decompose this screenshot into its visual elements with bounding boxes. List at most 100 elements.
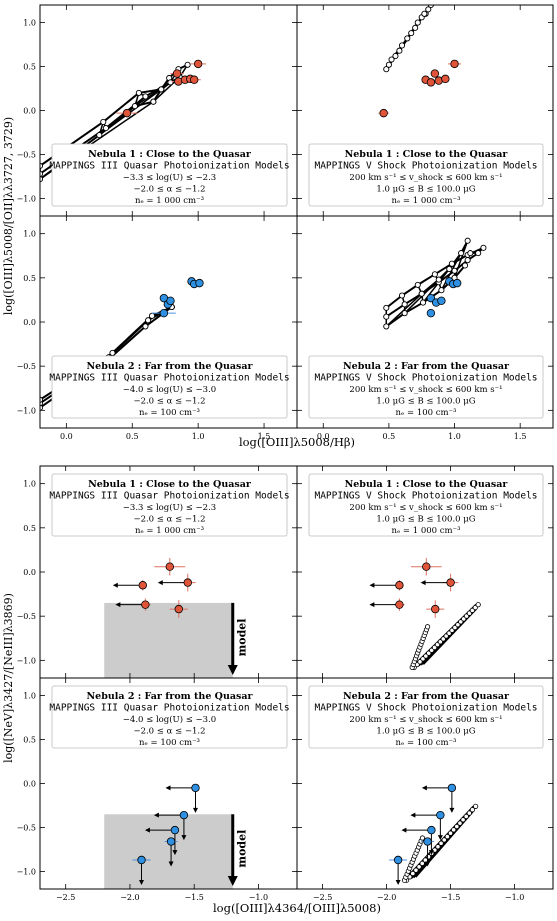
x-tick-label: −2.5 <box>56 893 75 902</box>
model-grid-node <box>135 89 142 96</box>
data-point <box>436 810 445 820</box>
model-grid-node <box>142 323 149 330</box>
legend-line-2: −4.0 ≤ log(U) ≤ −3.0 <box>123 384 216 395</box>
data-point <box>159 308 169 318</box>
model-arrow-head <box>227 876 238 886</box>
data-point <box>393 855 403 865</box>
legend-line-0: Nebula 1 : Close to the Quasar <box>345 149 509 160</box>
limit-arrow-down-head <box>181 835 187 841</box>
model-grid-link <box>440 252 462 291</box>
legend-line-1: MAPPINGS III Quasar Photoionization Mode… <box>49 161 289 172</box>
legend-line-2: 200 km s⁻¹ ≤ v_shock ≤ 600 km s⁻¹ <box>349 715 502 725</box>
panel-plot-area <box>369 557 481 671</box>
model-grid-node <box>408 30 415 37</box>
legend-box <box>51 355 288 419</box>
x-tick-label: −2.0 <box>120 893 139 902</box>
legend-line-3: −2.0 ≤ α ≤ −1.2 <box>133 515 205 525</box>
x-tick-label: 1.0 <box>192 432 205 441</box>
legend-line-2: −3.3 ≤ log(U) ≤ −2.3 <box>123 172 216 183</box>
data-point <box>395 600 404 609</box>
legend-line-4: nₑ = 1 000 cm⁻³ <box>391 526 460 536</box>
data-point <box>141 600 150 609</box>
x-tick-label: −2.5 <box>313 893 332 902</box>
model-grid-node <box>392 52 399 60</box>
model-grid-node <box>475 250 482 257</box>
limit-arrow-left-head <box>421 785 427 791</box>
model-grid-node <box>96 132 103 139</box>
limit-arrow-down-head <box>449 807 455 813</box>
model-spur-node <box>419 835 426 841</box>
model-band-node <box>469 807 476 813</box>
limit-arrow-down-head <box>172 850 178 856</box>
model-band-node <box>410 870 416 877</box>
model-grid-node <box>446 265 453 273</box>
limit-arrow-down-head <box>168 861 174 867</box>
data-point <box>191 783 200 793</box>
y-axis-label-bottom: log([NeV]λ3427/[NeIII]λ3869) <box>2 593 15 763</box>
x-axis-label-bottom: log([OIII]λ4364/[OIII]λ5008) <box>213 901 381 915</box>
data-point <box>426 308 436 318</box>
legend-line-0: Nebula 1 : Close to the Quasar <box>88 479 252 490</box>
legend-line-4: nₑ = 1 000 cm⁻³ <box>391 196 460 206</box>
x-tick-label: 0.5 <box>383 432 396 441</box>
legend-line-0: Nebula 2 : Far from the Quasar <box>343 691 510 702</box>
data-point <box>166 837 176 846</box>
legend-box <box>308 355 544 419</box>
legend-line-2: 200 km s⁻¹ ≤ v_shock ≤ 600 km s⁻¹ <box>349 173 502 183</box>
legend-line-4: nₑ = 100 cm⁻³ <box>139 408 200 418</box>
model-grid-node <box>383 304 390 311</box>
model-band-node <box>463 813 469 820</box>
model-grid-node <box>398 292 406 299</box>
legend-box <box>308 143 544 207</box>
model-grid-node <box>418 290 425 297</box>
x-axis-label-top: log([OIII]λ5008/Hβ) <box>239 435 355 449</box>
x-tick-label: 1.0 <box>448 432 461 441</box>
x-tick-label: 1.5 <box>258 432 271 441</box>
data-point <box>122 108 132 118</box>
data-point <box>450 59 459 69</box>
model-grid-node <box>421 10 428 17</box>
model-band-node <box>438 840 444 846</box>
limit-arrow-left-head <box>369 582 375 588</box>
model-grid-node <box>467 250 474 257</box>
y-tick-label: 0.5 <box>23 274 36 283</box>
legend-line-1: MAPPINGS III Quasar Photoionization Mode… <box>49 703 289 714</box>
legend-line-0: Nebula 1 : Close to the Quasar <box>345 479 509 490</box>
limit-arrow-down-head <box>139 879 145 885</box>
panel-lower-left-1: model Nebula 1 : Close to the QuasarMAPPI… <box>39 465 298 679</box>
model-grid-node <box>148 312 156 319</box>
legend-line-3: 1.0 μG ≤ B ≤ 100.0 μG <box>376 727 475 737</box>
data-point <box>441 74 450 84</box>
limit-arrow-left-head <box>369 602 375 608</box>
y-tick-label: 1.0 <box>23 480 36 489</box>
model-grid-node <box>398 42 406 49</box>
model-grid-node <box>385 61 392 68</box>
legend-line-3: −2.0 ≤ α ≤ −1.2 <box>133 727 205 737</box>
model-band-node <box>475 602 481 608</box>
y-tick-label: 0.0 <box>23 780 36 789</box>
limit-arrow-down-head <box>192 807 198 813</box>
x-tick-label: −1.0 <box>505 893 524 902</box>
y-tick-label: 0.5 <box>23 524 36 533</box>
model-grid-node <box>388 56 395 63</box>
y-tick-label: 0.5 <box>23 63 36 72</box>
data-point <box>437 296 446 305</box>
x-tick-label: 0.0 <box>60 432 73 441</box>
model-grid-node <box>150 98 157 105</box>
legend-line-0: Nebula 2 : Far from the Quasar <box>86 361 253 372</box>
model-grid-node <box>383 323 390 330</box>
model-band-node <box>416 864 422 870</box>
data-point <box>422 562 431 571</box>
legend-line-4: nₑ = 1 000 cm⁻³ <box>135 196 204 206</box>
y-tick-label: 0.0 <box>23 107 36 116</box>
data-point <box>427 825 436 835</box>
legend-line-1: MAPPINGS V Shock Photoionization Models <box>314 491 537 502</box>
model-shaded-region <box>104 814 233 889</box>
data-point <box>137 855 146 865</box>
model-shaded-region <box>104 602 233 678</box>
model-grid-node <box>464 257 471 264</box>
data-point <box>423 837 432 846</box>
model-grid-node <box>142 93 149 100</box>
